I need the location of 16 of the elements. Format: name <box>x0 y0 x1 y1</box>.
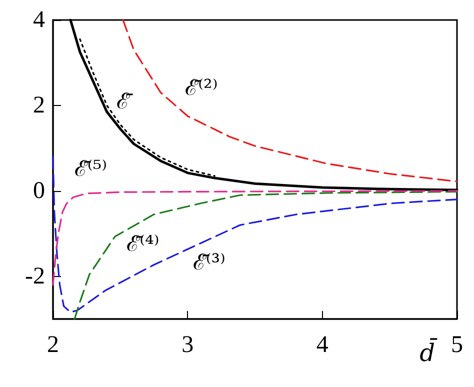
x-tick-label: 4 <box>316 332 328 358</box>
series-label: ℰ̄⁽³⁾ <box>192 250 226 276</box>
x-tick-label: 5 <box>451 332 463 358</box>
y-tick-label: 4 <box>33 7 45 33</box>
x-tick-label: 3 <box>182 332 194 358</box>
line-series <box>52 156 458 313</box>
y-tick-label: 0 <box>33 178 45 204</box>
series-label: ℰ̄⁽⁴⁾ <box>126 232 160 258</box>
line-series <box>52 190 458 286</box>
x-axis-title: d̄ <box>420 338 438 367</box>
series-label: ℰ̄ <box>116 89 134 114</box>
line-series <box>74 190 458 320</box>
y-tick-label: -2 <box>25 263 45 290</box>
series-label: ℰ̄⁽⁵⁾ <box>74 156 107 182</box>
y-tick-label: 2 <box>33 92 45 118</box>
series-label: ℰ̄⁽²⁾ <box>185 76 218 102</box>
